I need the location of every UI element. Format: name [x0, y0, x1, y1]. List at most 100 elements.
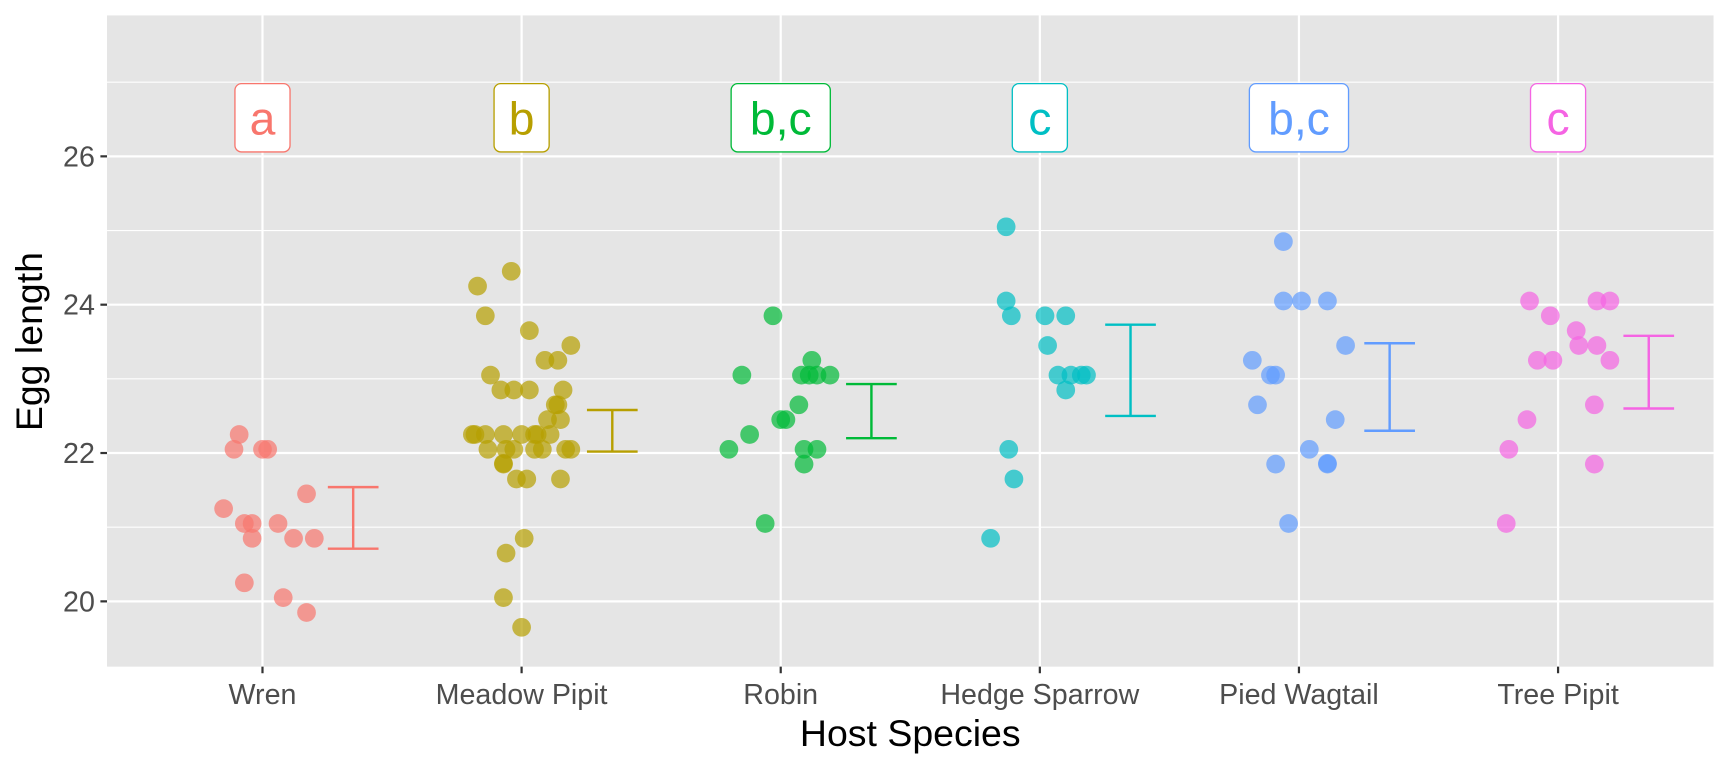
- data-point: [548, 350, 568, 370]
- data-point: [802, 350, 822, 370]
- data-point: [1543, 350, 1563, 370]
- data-point: [553, 380, 573, 400]
- group-letter: c: [1546, 92, 1569, 144]
- x-tick-label: Tree Pipit: [1497, 679, 1618, 711]
- data-point: [1056, 380, 1076, 400]
- x-tick-label: Pied Wagtail: [1219, 679, 1379, 711]
- data-points: [214, 217, 1620, 637]
- data-point: [273, 588, 293, 608]
- group-letter-box: [234, 82, 291, 153]
- data-point: [1056, 306, 1076, 326]
- group-letter: b: [509, 92, 535, 144]
- data-point: [755, 514, 775, 533]
- data-point: [520, 321, 539, 341]
- data-point: [494, 588, 513, 608]
- data-point: [268, 514, 288, 533]
- data-point: [1336, 336, 1355, 355]
- data-point: [1584, 395, 1604, 415]
- data-point: [820, 365, 840, 385]
- data-point: [794, 454, 814, 474]
- group-letter-box: [1011, 82, 1069, 153]
- data-point: [1517, 410, 1537, 430]
- data-point: [224, 439, 244, 459]
- data-point: [496, 543, 516, 563]
- data-point: [1004, 469, 1024, 489]
- data-point: [512, 425, 531, 444]
- data-point: [491, 380, 511, 400]
- data-point: [512, 617, 531, 637]
- group-letter: a: [250, 92, 276, 144]
- y-tick-label: 26: [63, 141, 95, 173]
- data-point: [1587, 336, 1607, 355]
- data-point: [1318, 454, 1337, 473]
- data-point: [1292, 291, 1311, 311]
- data-point: [1279, 514, 1298, 533]
- group-letter: b,c: [750, 92, 812, 144]
- data-point: [1001, 306, 1021, 326]
- data-point: [527, 425, 547, 444]
- x-axis-title: Host Species: [800, 712, 1021, 754]
- data-point: [1248, 395, 1267, 415]
- data-point: [1242, 350, 1262, 370]
- data-point: [517, 469, 537, 489]
- data-point: [1600, 350, 1620, 370]
- data-point: [807, 365, 827, 385]
- data-point: [1499, 439, 1519, 459]
- data-point: [532, 439, 552, 459]
- data-point: [732, 365, 752, 385]
- data-point: [297, 484, 316, 504]
- data-point: [1325, 410, 1345, 430]
- data-point: [1527, 350, 1547, 370]
- data-point: [1274, 232, 1293, 252]
- data-point: [478, 439, 498, 459]
- error-bars: [327, 323, 1675, 550]
- data-point: [1600, 291, 1620, 311]
- data-point: [1569, 336, 1589, 355]
- data-point: [561, 439, 581, 459]
- data-point: [1077, 365, 1096, 385]
- data-point: [481, 365, 500, 385]
- data-point: [494, 425, 513, 444]
- data-point: [763, 306, 783, 326]
- data-point: [229, 425, 249, 444]
- data-point: [996, 217, 1016, 237]
- data-point: [504, 380, 524, 400]
- data-point: [242, 528, 262, 548]
- data-point: [535, 350, 555, 370]
- data-point: [561, 336, 581, 355]
- data-point: [996, 291, 1016, 311]
- axes: 20 22 24 26 Wren Meadow Pipit Robin Hedge Sparr…: [63, 141, 1619, 711]
- data-point: [794, 439, 814, 459]
- data-point: [540, 425, 560, 444]
- data-point: [1048, 365, 1068, 385]
- data-point: [258, 439, 278, 459]
- data-point: [1274, 291, 1293, 311]
- data-point: [1038, 336, 1057, 355]
- y-axis-title: Egg length: [8, 252, 50, 431]
- data-point: [504, 439, 524, 459]
- data-point: [1266, 454, 1285, 474]
- data-point: [545, 395, 565, 415]
- data-point: [475, 425, 495, 444]
- data-point: [719, 439, 739, 459]
- data-point: [520, 380, 539, 400]
- group-letter-box: [1529, 82, 1587, 153]
- x-tick-label: Meadow Pipit: [436, 679, 608, 711]
- data-point: [1520, 291, 1539, 311]
- plot-panel: [107, 15, 1714, 667]
- x-tick-label: Robin: [743, 679, 818, 711]
- data-point: [789, 395, 809, 415]
- x-tick-label: Hedge Sparrow: [940, 679, 1139, 711]
- data-point: [234, 573, 254, 593]
- y-tick-label: 20: [63, 586, 95, 618]
- data-point: [1566, 321, 1586, 341]
- data-point: [538, 410, 557, 430]
- data-point: [297, 603, 316, 622]
- data-point: [214, 499, 233, 519]
- data-point: [514, 528, 534, 548]
- group-letter-labels: a b b,c c b,c c: [234, 82, 1587, 153]
- group-letter-box: [1248, 82, 1350, 153]
- data-point: [242, 514, 262, 533]
- data-point: [1584, 454, 1604, 474]
- data-point: [981, 528, 1000, 548]
